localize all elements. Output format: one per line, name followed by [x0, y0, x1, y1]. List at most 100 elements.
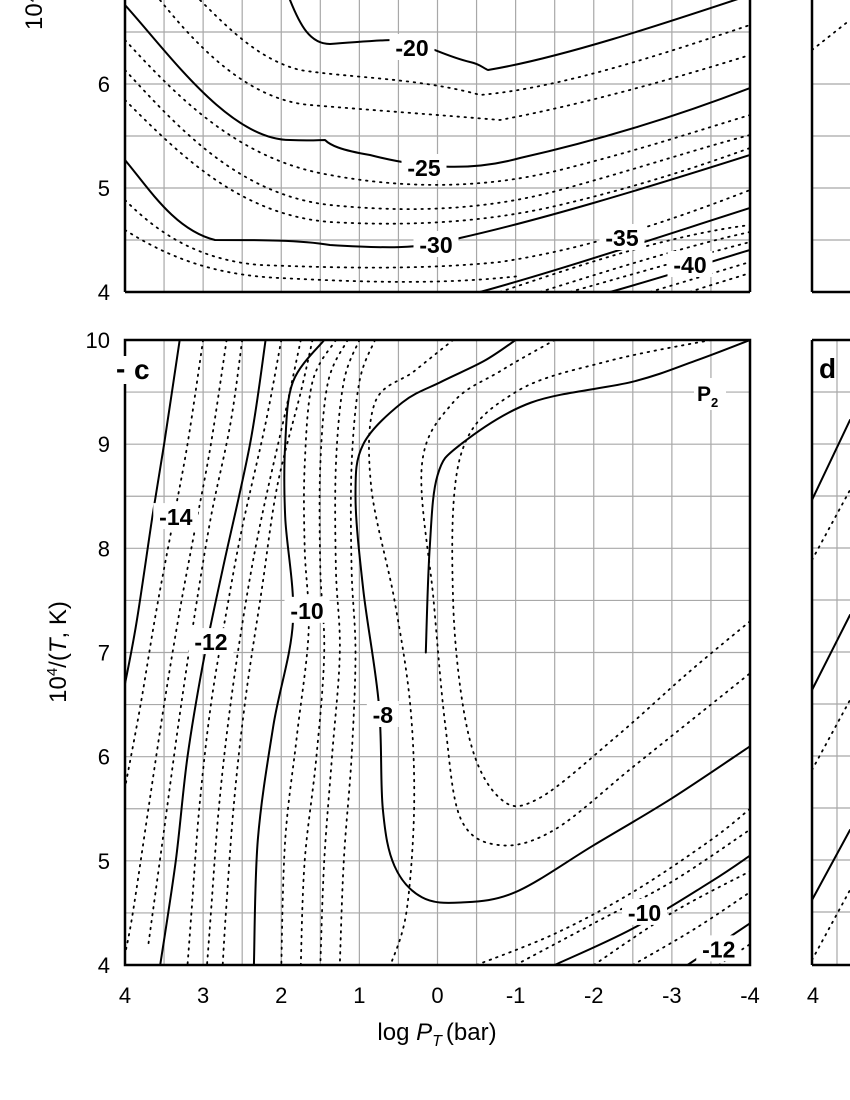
panel-b-content: [812, 19, 850, 241]
contour-label-background: [188, 628, 234, 655]
panel-a-dotted-11: [649, 261, 750, 292]
panel-a-dotted-5: [125, 229, 521, 283]
x-tick-label: -2: [584, 983, 604, 1008]
panel-d-dotted-contour: [812, 889, 850, 961]
y-tick-label: 8: [98, 536, 110, 561]
contour-label-background: [401, 154, 447, 180]
x-tick-label: -4: [740, 983, 760, 1008]
panel-a-dotted-9: [539, 231, 750, 292]
panel-a-dotted-4: [125, 189, 750, 269]
y-tick-label: 5: [98, 176, 110, 201]
panel-a-dotted-2: [125, 69, 750, 211]
panel-c-annotation-p2: P2: [697, 383, 718, 410]
y-tick-label: 10: [86, 328, 110, 353]
contour-label: -25: [407, 155, 440, 181]
contour-dotted: [368, 340, 454, 965]
panel-a-dotted-3: [125, 99, 750, 225]
panel-a-y-axis-label: 10⁴: [21, 0, 48, 30]
panel-a-contour-25a: [125, 4, 750, 168]
x-tick-label: 0: [431, 983, 443, 1008]
panel-d-contour: [812, 614, 850, 691]
panel-a-dotted-10: [569, 241, 750, 292]
contour-label: -12: [194, 629, 227, 655]
x-tick-label: 1: [353, 983, 365, 1008]
panel-b-plot: [810, 0, 850, 294]
contour-label-background: [667, 251, 713, 277]
contour-label-background: [284, 596, 330, 623]
contour-dotted: [299, 340, 349, 965]
contour-line-8: [354, 340, 750, 904]
contour-dotted: [186, 340, 283, 965]
contour-label-background: [366, 701, 399, 727]
y-tick-label: 4: [98, 953, 110, 978]
contour-label: -8: [373, 702, 394, 728]
panel-a-contours: [125, 0, 750, 292]
panel-a-contour-35: [479, 207, 750, 292]
contour-dotted: [125, 340, 228, 956]
y-tick-label: 6: [98, 72, 110, 97]
panel-a-dotted-6: [199, 0, 750, 96]
contour-dotted: [125, 340, 204, 789]
y-tick-label: 4: [98, 280, 110, 305]
panel-b-dotted-contour: [812, 19, 850, 51]
contour-dotted: [592, 870, 750, 965]
x-tick-label: 3: [197, 983, 209, 1008]
panel-a-dotted-7: [159, 0, 750, 121]
contour-label: -10: [290, 598, 323, 624]
panel-d-content: [812, 340, 850, 965]
panel-c-letter: c: [134, 354, 150, 385]
contour-dotted: [338, 340, 376, 965]
contour-label-background: [696, 935, 742, 962]
panel-a-contour-20: [289, 0, 739, 71]
panel-d-contour: [812, 829, 850, 901]
y-tick-label: 5: [98, 849, 110, 874]
panel-d-plot: d 4: [807, 338, 850, 1008]
contour-label: -30: [419, 232, 452, 258]
contour-dotted: [221, 340, 314, 965]
y-tick-label: 7: [98, 641, 110, 666]
panel-d-letter: d: [819, 353, 836, 384]
contour-label: -14: [159, 504, 192, 530]
panel-c-letter-background: [114, 356, 160, 384]
contour-label: -12: [702, 936, 735, 962]
panel-a-contour-labels: -20 -25 -30 -35 -40: [389, 34, 713, 278]
contour-dotted: [319, 340, 361, 965]
panel-c-plot: -14-12-10-8-10-12 4 3 2 1 0 -1 -2 -3 -4 45678910…: [44, 328, 760, 1050]
contour-label-background: [153, 503, 199, 530]
contour-dotted: [631, 891, 750, 965]
panel-c-annotation-background: [694, 378, 726, 410]
contour-dotted: [147, 340, 244, 946]
contour-label: -10: [628, 900, 661, 926]
panel-c-contour-labels: -14 -12 -10 -8 -10 -12: [153, 503, 742, 962]
x-tick-label: 2: [275, 983, 287, 1008]
panel-d-x-tick-label: 4: [807, 983, 819, 1008]
panel-c-y-ticks: 4 5 6 7 8 9 10: [86, 328, 110, 978]
x-tick-label: -3: [662, 983, 682, 1008]
contour-label-background: [622, 898, 668, 925]
contour-label-background: [413, 231, 459, 257]
contour-dotted: [420, 340, 750, 847]
contour-label: -40: [673, 252, 706, 278]
contour-label: -20: [395, 35, 428, 61]
panel-a-plot: -20 -25 -30 -35 -40 4 5 6 10⁴: [21, 0, 752, 305]
panel-d-contour: [812, 419, 850, 501]
panel-a-contour-30a: [125, 154, 750, 249]
panel-c-y-axis-label: 104/(T, K): [44, 601, 72, 703]
y-tick-label: 9: [98, 432, 110, 457]
panel-a-y-ticks: 4 5 6: [98, 72, 110, 305]
panel-c-x-axis-label: log PT (bar): [377, 1019, 496, 1050]
contour-dotted: [451, 340, 750, 808]
contour-label-background: [599, 224, 645, 250]
contour-line-14: [125, 340, 181, 685]
contour-label-background: [389, 34, 435, 60]
y-tick-label: 6: [98, 745, 110, 770]
contour-label: -35: [605, 225, 638, 251]
panel-d-dotted-contour: [812, 699, 850, 771]
panel-c-x-ticks: 4 3 2 1 0 -1 -2 -3 -4: [119, 983, 760, 1008]
panel-d-dotted-contour: [812, 489, 850, 561]
x-tick-label: 4: [119, 983, 131, 1008]
contour-line-12: [159, 340, 267, 965]
contour-line-8: [424, 340, 750, 654]
x-tick-label: -1: [506, 983, 526, 1008]
